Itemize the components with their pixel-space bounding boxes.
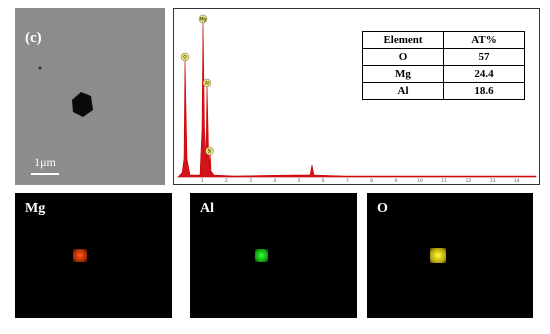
x-tick-label: 3 (249, 178, 252, 184)
composition-table: Element AT% O 57 Mg 24.4 Al 18.6 (362, 31, 525, 100)
x-tick-label: 7 (346, 178, 349, 184)
cell: 18.6 (443, 82, 525, 100)
peak-marker (202, 78, 212, 88)
x-tick-label: 14 (514, 178, 520, 184)
map-label: Al (200, 201, 214, 216)
peak-label: O (183, 55, 186, 60)
table-row: Mg 24.4 (362, 65, 525, 83)
header-cell: AT% (443, 31, 525, 49)
cell: 57 (443, 48, 525, 66)
scale-bar-label: 1μm (34, 155, 56, 169)
peak-label: Si (208, 149, 212, 154)
cell: Al (362, 82, 444, 100)
cell: O (362, 48, 444, 66)
sem-panel: (c) 1μm (15, 8, 165, 185)
x-tick-label: 2 (225, 178, 228, 184)
header-cell: Element (362, 31, 444, 49)
map-spot (73, 249, 87, 262)
map-label: O (377, 201, 388, 216)
panel-label: (c) (25, 30, 42, 46)
map-panel: Mg (15, 193, 172, 318)
x-tick-label: 10 (417, 178, 423, 184)
map-spot (430, 248, 446, 263)
x-tick-label: 5 (298, 178, 301, 184)
cell: Mg (362, 65, 444, 83)
peak-label: Mg (200, 17, 206, 22)
map-label: Mg (25, 201, 46, 216)
x-tick-label: 6 (322, 178, 325, 184)
map-spot (255, 249, 268, 262)
sem-image: (c) 1μm (15, 8, 165, 185)
map-panel: Al (190, 193, 357, 318)
table-header: Element AT% (362, 31, 525, 49)
peak-label: Al (205, 81, 209, 86)
x-tick-label: 8 (370, 178, 373, 184)
peak-marker (205, 146, 214, 156)
particle (72, 92, 93, 117)
peak-marker (180, 52, 190, 62)
table-row: Al 18.6 (362, 82, 525, 100)
x-tick-label: 9 (394, 178, 397, 184)
x-tick-label: 12 (466, 178, 472, 184)
spectrum-trace (177, 20, 537, 178)
map-panel: O (367, 193, 533, 318)
x-tick-label: 11 (441, 178, 447, 184)
cell: 24.4 (443, 65, 525, 83)
x-tick-label: 13 (490, 178, 496, 184)
x-tick-label: 1 (201, 178, 204, 184)
speck (38, 66, 42, 70)
peak-marker (198, 14, 208, 24)
table-row: O 57 (362, 48, 525, 66)
x-tick-label: 4 (273, 178, 276, 184)
